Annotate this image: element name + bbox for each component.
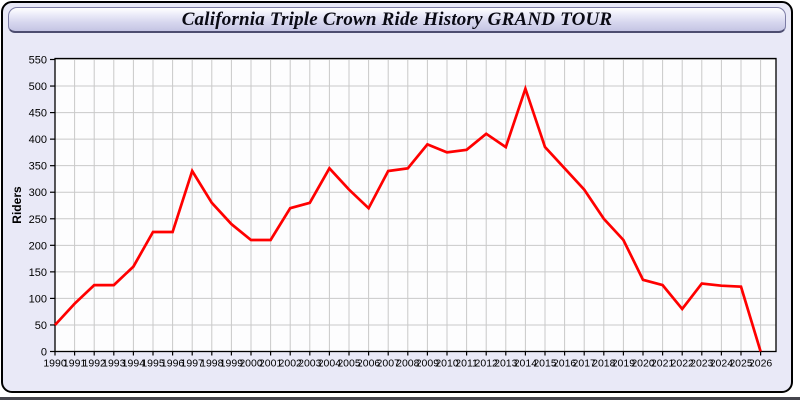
window-frame: California Triple Crown Ride History GRA… [1,1,793,393]
window-bottom-edge [0,397,800,400]
title-bar: California Triple Crown Ride History GRA… [8,7,786,33]
window-title: California Triple Crown Ride History GRA… [181,8,613,30]
